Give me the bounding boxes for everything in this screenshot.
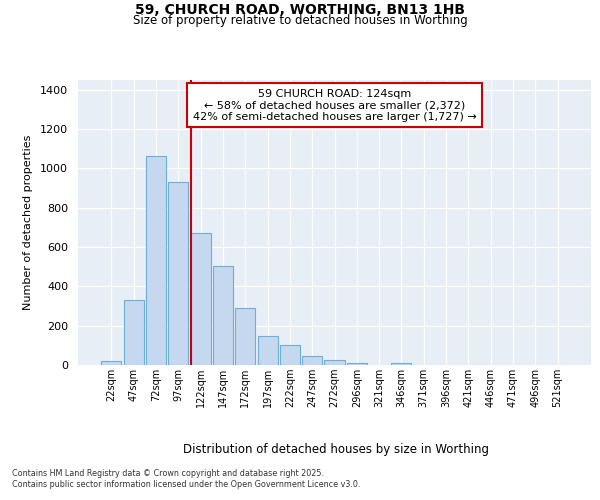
Bar — [213, 266, 233, 365]
Bar — [325, 360, 344, 365]
Text: Contains public sector information licensed under the Open Government Licence v3: Contains public sector information licen… — [12, 480, 361, 489]
Y-axis label: Number of detached properties: Number of detached properties — [23, 135, 33, 310]
Bar — [347, 362, 367, 365]
Text: Contains HM Land Registry data © Crown copyright and database right 2025.: Contains HM Land Registry data © Crown c… — [12, 468, 324, 477]
Bar — [280, 346, 300, 365]
Bar — [302, 356, 322, 365]
Bar — [191, 234, 211, 365]
Text: 59 CHURCH ROAD: 124sqm
← 58% of detached houses are smaller (2,372)
42% of semi-: 59 CHURCH ROAD: 124sqm ← 58% of detached… — [193, 88, 476, 122]
Bar — [124, 300, 144, 365]
Bar — [235, 308, 255, 365]
Bar — [168, 182, 188, 365]
Text: Size of property relative to detached houses in Worthing: Size of property relative to detached ho… — [133, 14, 467, 27]
Bar — [257, 336, 278, 365]
Text: Distribution of detached houses by size in Worthing: Distribution of detached houses by size … — [183, 442, 489, 456]
Bar — [146, 156, 166, 365]
Bar — [101, 361, 121, 365]
Text: 59, CHURCH ROAD, WORTHING, BN13 1HB: 59, CHURCH ROAD, WORTHING, BN13 1HB — [135, 2, 465, 16]
Bar — [391, 363, 412, 365]
